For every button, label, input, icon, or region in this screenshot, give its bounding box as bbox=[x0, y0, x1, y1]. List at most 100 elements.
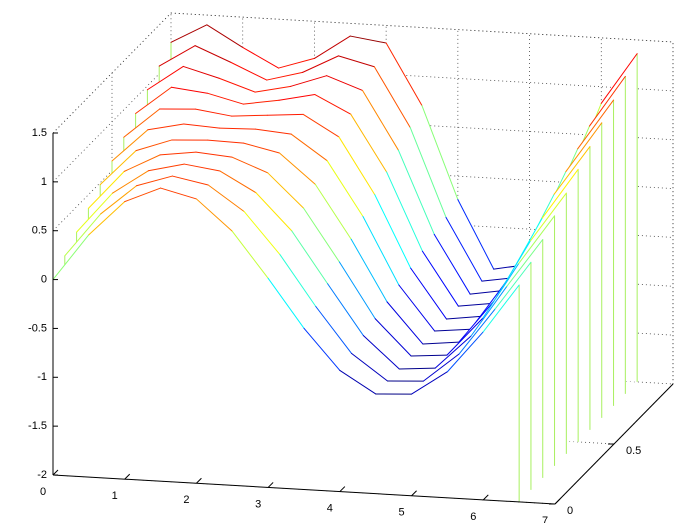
x-tick-label: 5 bbox=[399, 507, 405, 519]
curve-segment bbox=[350, 238, 388, 303]
x-tick-label: 2 bbox=[183, 494, 189, 506]
curve-segment bbox=[421, 250, 459, 307]
x-tick bbox=[482, 494, 489, 501]
curve-segment bbox=[254, 128, 292, 135]
curve-segment bbox=[111, 129, 149, 162]
curve-segment bbox=[279, 254, 317, 307]
z-tick-label: 1.5 bbox=[32, 127, 47, 139]
curve-segment bbox=[195, 108, 232, 117]
curve-segment bbox=[194, 45, 232, 63]
curve-segment bbox=[255, 192, 293, 232]
curve-segment bbox=[230, 114, 268, 117]
curve-segment bbox=[100, 185, 138, 215]
curve-segment bbox=[124, 187, 162, 203]
curve-segment bbox=[243, 210, 281, 256]
curve-segment bbox=[219, 127, 256, 130]
curve-segment bbox=[397, 149, 435, 235]
curve-segment bbox=[242, 46, 280, 69]
curve-segment bbox=[326, 75, 364, 91]
curve-segment bbox=[506, 239, 544, 287]
x-axis bbox=[52, 474, 556, 505]
curve-segment bbox=[195, 198, 233, 232]
curve-segment bbox=[362, 215, 400, 286]
curve-segment bbox=[409, 126, 447, 218]
curve-segment bbox=[422, 353, 460, 382]
curve-segment bbox=[374, 194, 412, 269]
curve-segment bbox=[446, 317, 484, 356]
curve-segment bbox=[266, 71, 304, 81]
curve-segment bbox=[314, 94, 352, 115]
curve-segment bbox=[147, 163, 185, 172]
curve-segment bbox=[410, 354, 448, 357]
curve-segment bbox=[278, 57, 315, 69]
curve-segment bbox=[231, 230, 269, 279]
curve-segment bbox=[170, 24, 208, 43]
curve-segment bbox=[338, 261, 376, 320]
curve-segment bbox=[52, 234, 90, 281]
curve-segment bbox=[135, 86, 172, 114]
curve-segment bbox=[242, 99, 280, 105]
y-tick-label: 0.5 bbox=[626, 445, 641, 457]
curve-segment bbox=[243, 142, 280, 154]
x-tick-label: 4 bbox=[327, 502, 333, 514]
curve-segment bbox=[314, 183, 352, 240]
z-tick-label: 0 bbox=[41, 273, 47, 285]
x-tick bbox=[52, 469, 59, 476]
x-tick bbox=[411, 490, 417, 497]
curve-segment bbox=[362, 335, 400, 370]
curve-segment bbox=[326, 160, 364, 217]
curve-segment bbox=[64, 213, 102, 257]
curve-segment bbox=[385, 42, 423, 107]
curve-segment bbox=[76, 192, 113, 233]
curve-segment bbox=[278, 94, 316, 101]
x-tick bbox=[267, 482, 274, 488]
y-tick-label: 0 bbox=[567, 505, 573, 517]
curve-segment bbox=[123, 108, 161, 138]
curve-segment bbox=[410, 267, 448, 320]
curve-segment bbox=[337, 55, 375, 68]
z-tick-label: 1 bbox=[41, 176, 47, 188]
curve-segment bbox=[146, 65, 184, 91]
curve-segment bbox=[123, 154, 161, 172]
curve-segment bbox=[445, 216, 483, 282]
curve-segment bbox=[219, 170, 257, 194]
curve-segment bbox=[303, 327, 341, 371]
curve-segment bbox=[577, 99, 615, 150]
curve-segment bbox=[433, 233, 471, 295]
curve-segment bbox=[160, 187, 197, 200]
curve-segment bbox=[339, 369, 377, 395]
curve-segment bbox=[518, 215, 556, 265]
curve-segment bbox=[182, 65, 220, 79]
curve-segment bbox=[290, 75, 328, 87]
curve-segment bbox=[290, 133, 328, 162]
curve-segment bbox=[446, 315, 483, 320]
curve-segment bbox=[351, 353, 389, 382]
curve-segment bbox=[147, 123, 185, 131]
curve-segment bbox=[291, 230, 329, 285]
curve-segment bbox=[422, 341, 460, 345]
curve-segment bbox=[135, 139, 173, 152]
x-tick bbox=[124, 473, 131, 480]
curve-segment bbox=[482, 263, 520, 319]
x-tick bbox=[196, 477, 202, 484]
curve-segment bbox=[458, 308, 496, 355]
curve-segment bbox=[159, 151, 197, 156]
curve-segment bbox=[183, 123, 221, 129]
curve-segment bbox=[457, 199, 495, 270]
waterfall-patch bbox=[53, 188, 520, 502]
curve-segment bbox=[362, 89, 399, 151]
curve-segment bbox=[88, 201, 126, 236]
curve-segment bbox=[588, 75, 626, 127]
curve-segment bbox=[553, 146, 591, 195]
curve-segment bbox=[338, 136, 376, 196]
x-tick-label: 6 bbox=[470, 511, 476, 523]
curve-segment bbox=[183, 163, 221, 172]
curve-segment bbox=[529, 192, 567, 242]
curve-segment bbox=[421, 105, 459, 201]
curve-segment bbox=[457, 302, 495, 307]
z-tick-label: -2 bbox=[37, 469, 47, 481]
x-tick bbox=[339, 486, 346, 492]
x-tick-label: 7 bbox=[542, 515, 548, 523]
x-tick bbox=[554, 498, 561, 505]
curve-segment bbox=[87, 170, 125, 209]
